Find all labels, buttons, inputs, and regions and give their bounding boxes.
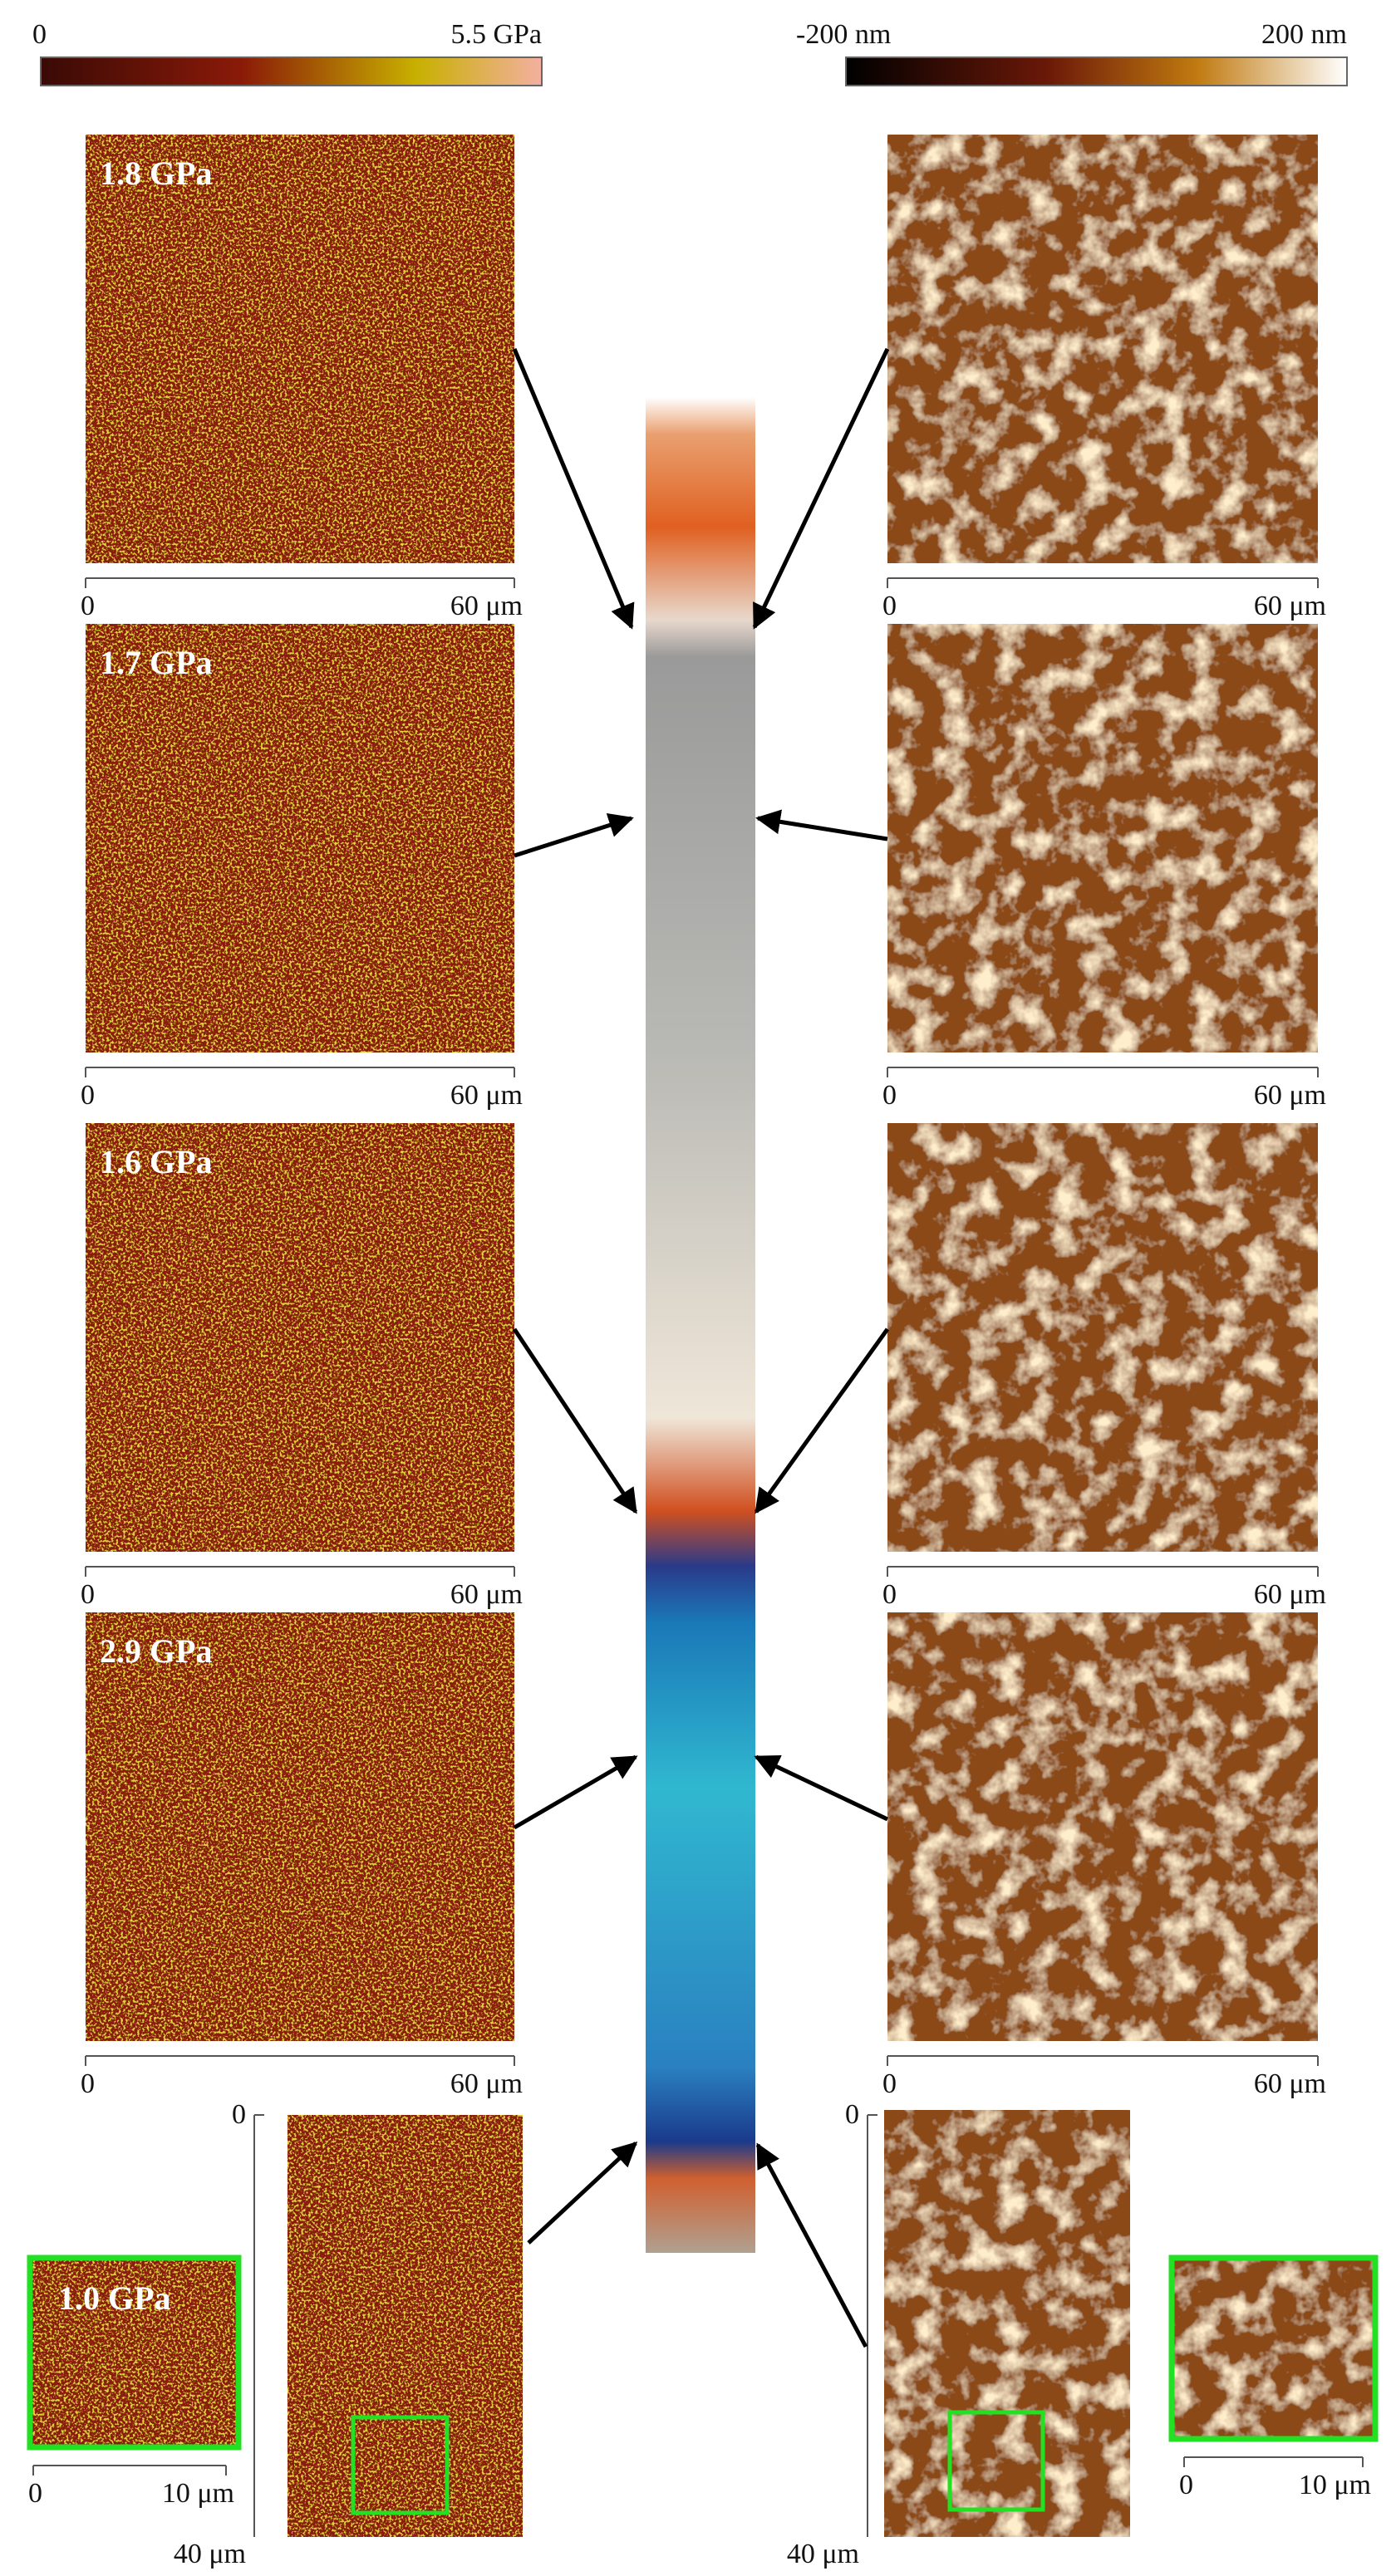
inset-frame [1168,2255,1379,2442]
arrow [755,809,888,841]
arrow [755,2142,868,2348]
scale-start: 0 [28,2478,42,2509]
scale-start: 0 [81,2068,95,2099]
arrow [754,1327,890,1514]
colorbar-max: 200 nm [1261,19,1347,50]
axis-start: 0 [232,2099,246,2130]
scale-end: 60 μm [450,591,523,621]
scale-start: 0 [81,1080,95,1111]
axis-end: 40 μm [174,2539,246,2569]
scale-end: 10 μm [1299,2470,1371,2500]
inset-height [1172,2258,1375,2439]
scale-end: 60 μm [1254,1080,1326,1111]
scale-end: 60 μm [1254,591,1326,621]
zoom-box [351,2415,450,2515]
modulus-map [86,1612,514,2041]
colorbar [40,56,543,86]
height-map [887,1123,1318,1552]
height-map [884,2110,1130,2537]
scale-end: 60 μm [450,1080,523,1111]
modulus-label: 1.0 GPa [58,2279,171,2317]
scale-end: 60 μm [450,2068,523,2099]
scale-start: 0 [882,2068,897,2099]
arrow [754,1754,889,1822]
arrow [752,347,890,630]
scale-start: 0 [81,1579,95,1610]
height-map [887,1612,1318,2041]
colorbar-max: 5.5 GPa [450,19,542,50]
colorbar-min: 0 [32,19,47,50]
modulus-map [86,624,514,1052]
sample-strip [646,397,755,2253]
arrow [527,2141,638,2245]
inset-frame [27,2255,242,2451]
scale-end: 60 μm [1254,1579,1326,1610]
modulus-label: 1.7 GPa [100,644,213,681]
zoom-box [947,2410,1045,2512]
modulus-map [86,1123,514,1552]
scale-end: 60 μm [450,1579,523,1610]
modulus-label: 2.9 GPa [100,1632,213,1670]
scale-end: 10 μm [162,2478,234,2509]
modulus-label: 1.6 GPa [100,1143,213,1180]
height-map [887,624,1318,1052]
modulus-label: 1.8 GPa [100,155,213,192]
modulus-map [86,135,514,563]
scale-start: 0 [882,1579,897,1610]
modulus-map [288,2115,523,2537]
scale-start: 0 [81,591,95,621]
scale-start: 0 [882,591,897,621]
arrow [512,348,635,630]
inset-modulus [30,2258,238,2447]
colorbar [845,56,1348,86]
arrow [512,1327,638,1514]
arrow [513,1754,638,1830]
scale-start: 0 [1179,2470,1193,2500]
height-map [887,135,1318,563]
scale-end: 60 μm [1254,2068,1326,2099]
axis-start: 0 [845,2099,859,2130]
scale-start: 0 [882,1080,897,1111]
arrow [514,812,634,858]
axis-end: 40 μm [787,2539,859,2569]
colorbar-min: -200 nm [796,19,891,50]
